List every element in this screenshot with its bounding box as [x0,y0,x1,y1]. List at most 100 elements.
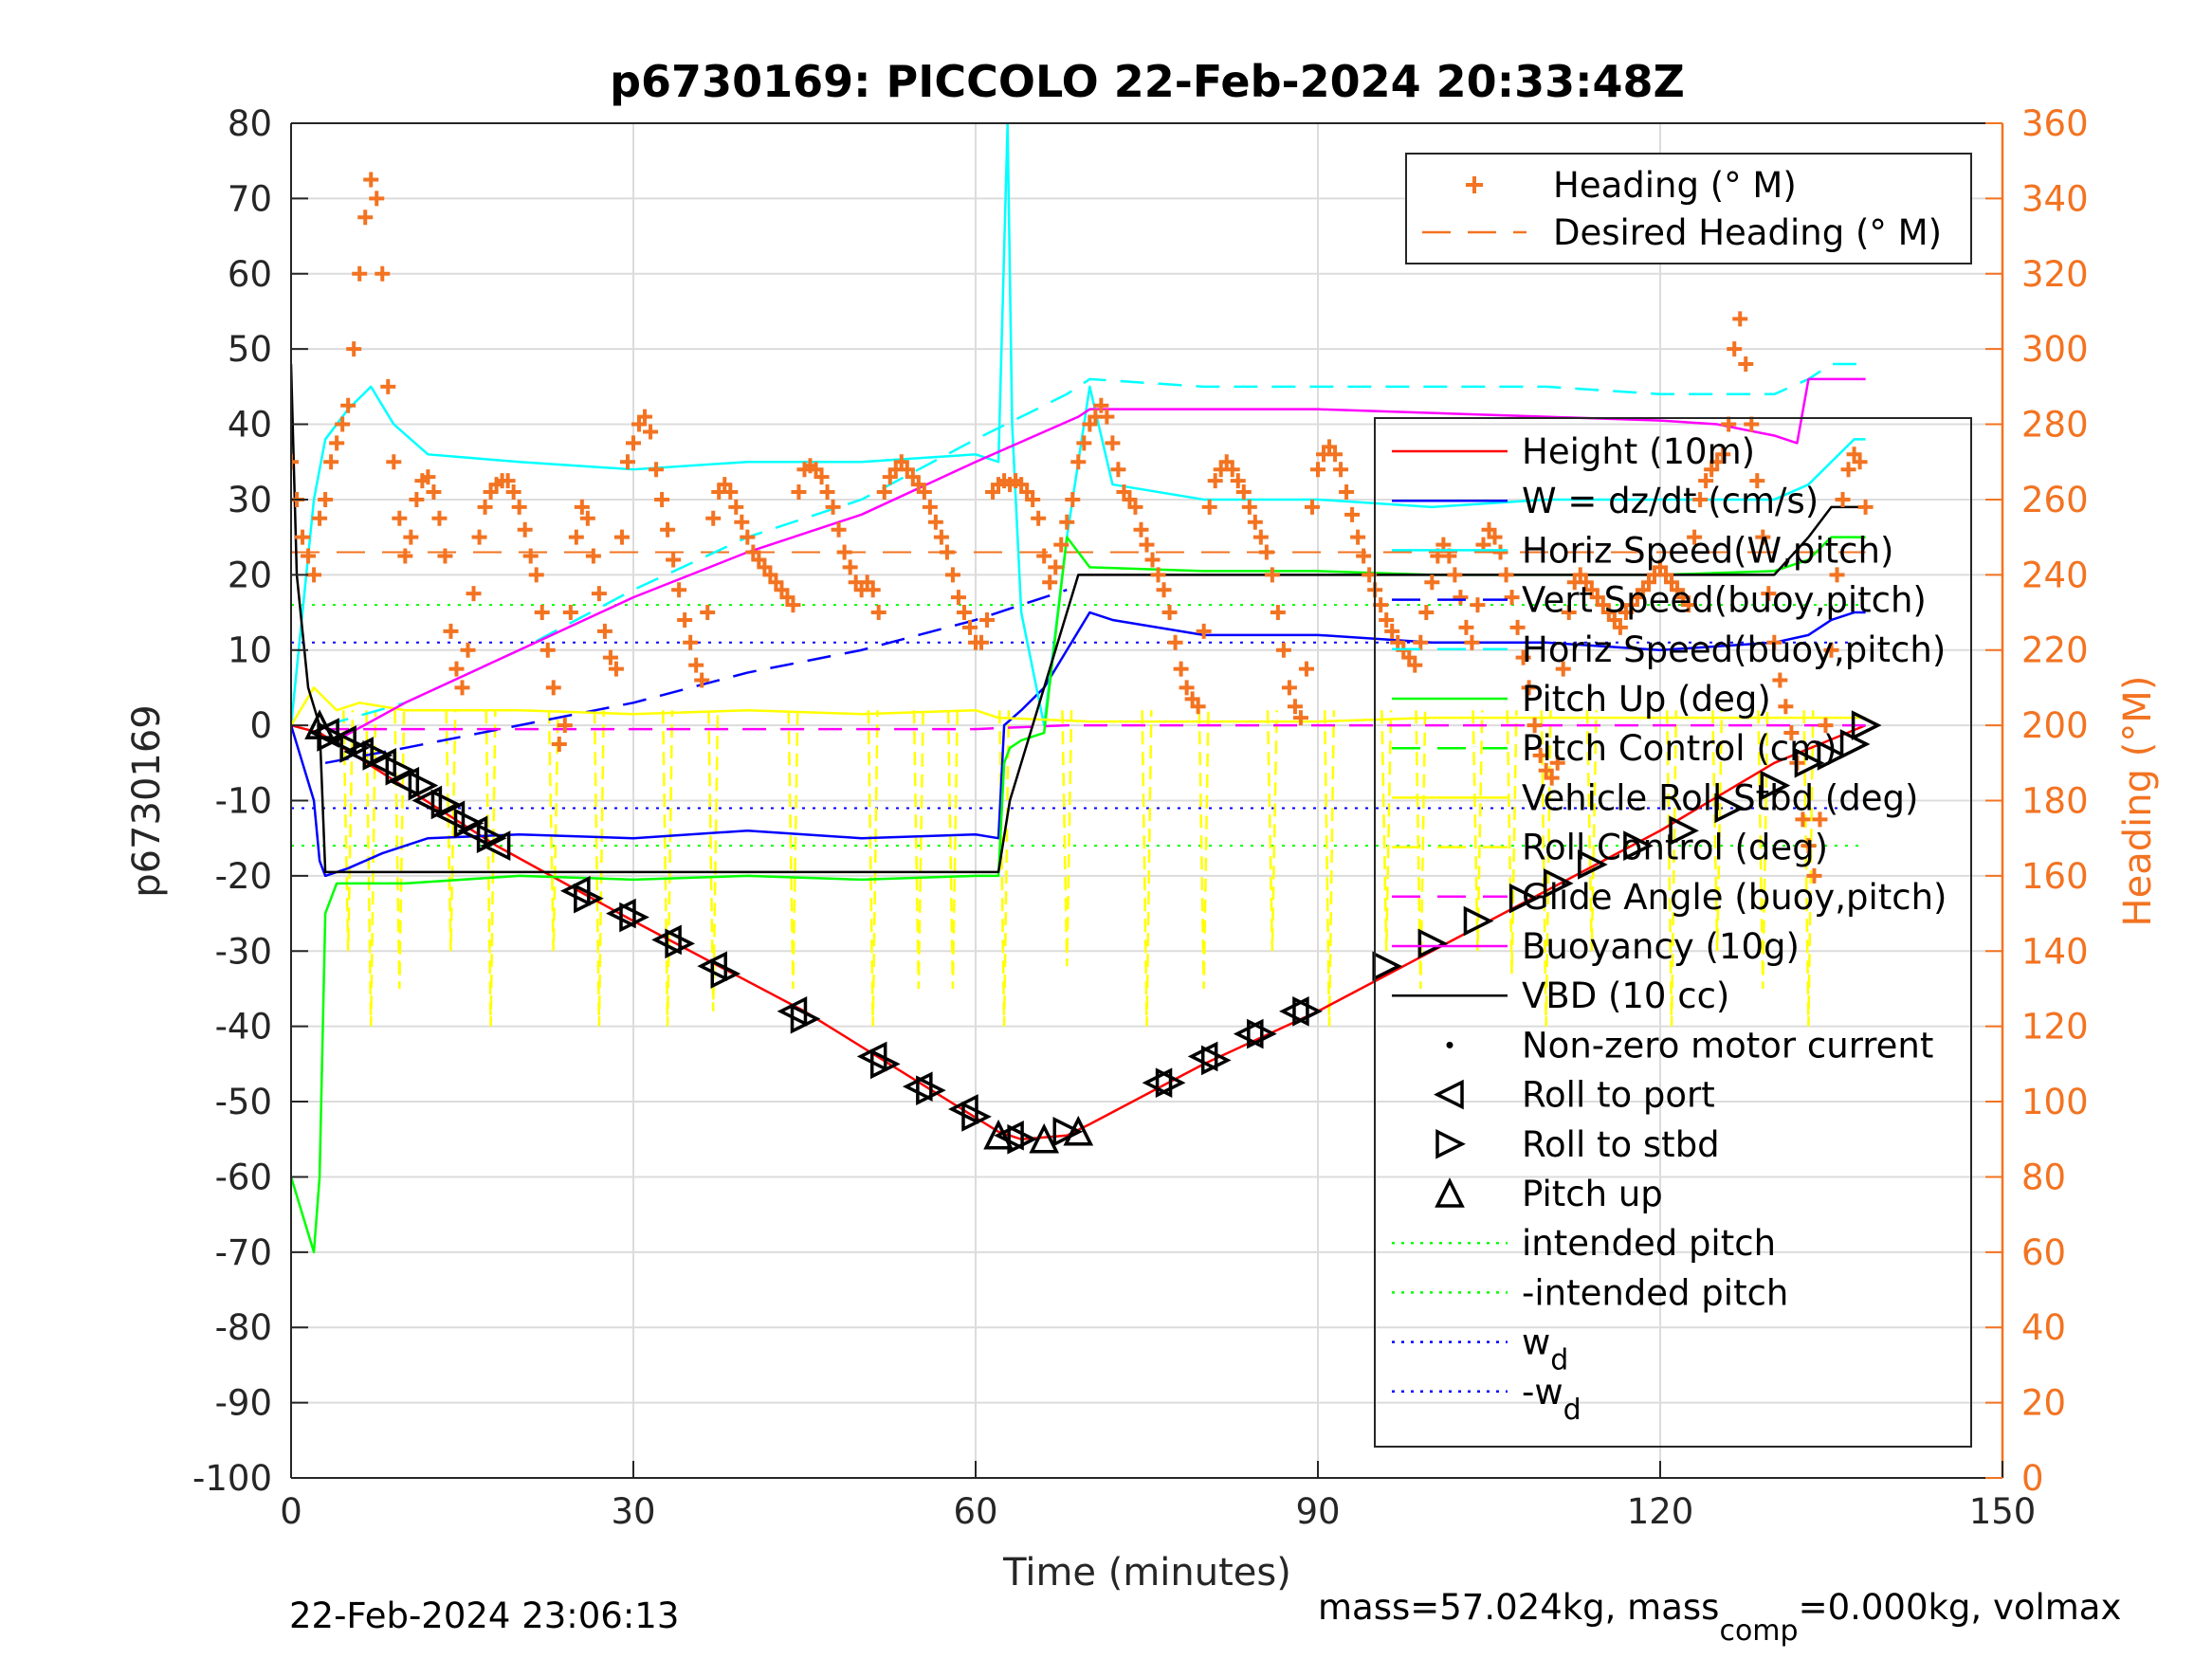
chart-title: p6730169: PICCOLO 22-Feb-2024 20:33:48Z [610,56,1685,107]
heading-point-184 [1333,462,1349,478]
heading-point-47 [551,736,567,752]
heading-point-53 [585,548,601,564]
heading-point-218 [1526,718,1543,734]
legend-main-label-sub-18: d [1550,1344,1568,1377]
y-right-tick-label-5: 260 [2021,480,2089,520]
roll-control-spike-20 [1415,710,1427,989]
heading-point-245 [1681,597,1697,613]
roll-stbd-marker-31 [1760,770,1791,801]
heading-point-62 [637,409,653,425]
heading-point-73 [700,605,716,621]
roll-control-spike-2 [393,710,406,989]
roll-stbd-marker-5 [430,789,462,820]
roll-port-marker-5 [411,785,443,816]
tick-labels: 0 30 60 90 120 15080706050403020100-10-20-30-… [192,103,2089,1532]
heading-point-160 [1196,623,1212,639]
series-w-dz-dt-cm-s [291,611,1866,878]
heading-point-10 [340,397,356,413]
heading-point-5 [312,510,328,526]
heading-point-179 [1304,499,1320,515]
legend-main-label-9: Glide Angle (buoy,pitch) [1522,877,1947,918]
heading-point-41 [517,521,533,538]
heading-point-11 [346,341,362,357]
heading-point-71 [688,657,704,673]
heading-point-58 [613,529,630,545]
heading-point-259 [1761,586,1777,602]
heading-point-168 [1241,499,1257,515]
y-right-tick-label-8: 200 [2021,705,2089,746]
heading-point-198 [1413,634,1429,650]
heading-point-7 [323,454,339,470]
legend-main-sample-12 [1446,1041,1453,1048]
heading-point-177 [1292,710,1308,726]
heading-point-22 [409,491,425,507]
heading-point-21 [403,529,419,545]
y-tick-label-7: 10 [228,630,272,671]
heading-point-95 [825,499,841,515]
roll-stbd-marker-13 [869,1048,901,1080]
heading-point-44 [534,605,550,621]
heading-point-213 [1498,567,1514,583]
roll-control-spike-7 [662,710,674,1027]
heading-point-261 [1772,672,1788,688]
heading-point-26 [431,510,448,526]
heading-point-273 [1840,462,1856,478]
y-tick-label-16: -80 [215,1307,272,1348]
roll-control-spike-1 [365,710,377,1027]
heading-point-67 [666,552,682,568]
roll-control-spike-14 [1061,710,1073,967]
heading-point-3 [301,548,317,564]
roll-stbd-marker-17 [1052,1116,1084,1147]
series-horiz-speed-buoy-pitch [324,362,1866,727]
heading-point-254 [1732,311,1748,327]
roll-stbd-marker-29 [1669,815,1699,847]
heading-point-114 [933,529,949,545]
y-right-tick-label-12: 120 [2021,1007,2089,1048]
legend-main-label-11: VBD (10 cc) [1522,975,1729,1016]
heading-point-266 [1801,838,1817,854]
heading-point-4 [306,567,322,583]
roll-control-spike-15 [1141,710,1153,1027]
heading-point-64 [649,462,665,478]
x-tick-label-3: 90 [1295,1491,1340,1532]
heading-point-199 [1418,605,1435,621]
heading-point-200 [1424,574,1440,591]
axes [290,122,2004,1479]
roll-stbd-marker-21 [1292,995,1323,1027]
heading-point-222 [1549,755,1565,771]
legend-main-label-7: Vehicle Roll Stbd (deg) [1522,777,1918,818]
heading-point-139 [1076,435,1092,451]
heading-point-180 [1310,462,1325,478]
heading-point-119 [961,619,978,635]
heading-point-28 [443,623,459,639]
legend-main: Height (10m) W = dz/dt (cm/s) Horiz Speed(… [1374,417,1972,1448]
heading-point-69 [677,611,693,628]
roll-control-spike-3 [445,710,457,952]
roll-stbd-marker-15 [961,1102,992,1132]
heading-point-253 [1727,341,1743,357]
y-tick-label-4: 40 [228,405,272,446]
heading-point-0 [291,454,299,470]
roll-stbd-marker-16 [1007,1123,1038,1155]
heading-point-149 [1133,521,1149,538]
heading-point-19 [392,510,408,526]
legend-top-label-0: Heading (° M) [1553,165,1797,206]
heading-point-188 [1356,548,1372,564]
heading-point-255 [1738,356,1754,373]
heading-point-8 [329,435,345,451]
heading-point-256 [1744,416,1760,432]
heading-point-77 [722,484,739,501]
y-tick-label-2: 60 [228,254,272,295]
heading-point-167 [1235,484,1252,501]
y-tick-label-14: -60 [215,1157,272,1197]
heading-point-155 [1167,634,1183,650]
legend-main-label-14: Roll to stbd [1522,1124,1720,1165]
legend-main-label-5: Pitch Up (deg) [1522,679,1771,720]
heading-point-88 [785,597,801,613]
heading-point-197 [1407,657,1423,673]
heading-point-148 [1127,499,1143,515]
legend-main-box [1374,417,1972,1448]
heading-point-251 [1715,447,1731,463]
heading-point-54 [591,586,607,602]
